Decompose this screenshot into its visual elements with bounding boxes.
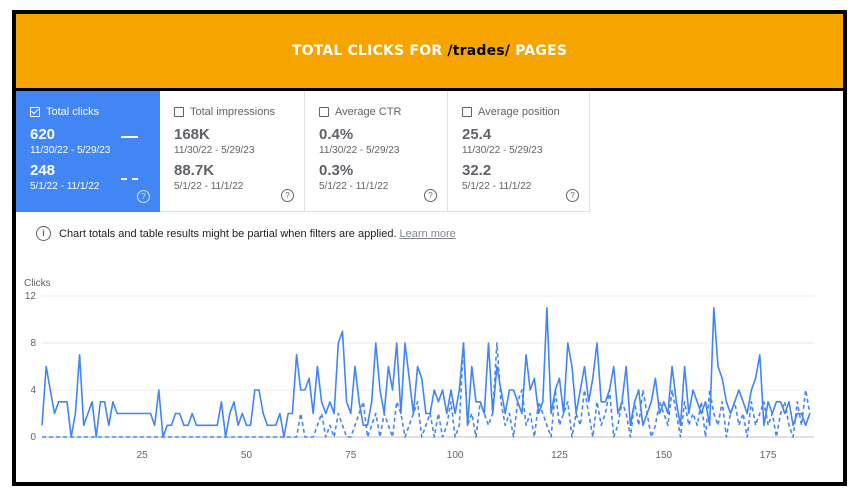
y-tick-label: 8 [30, 338, 36, 349]
metric-card-average-position[interactable]: Average position 25.4 11/30/22 - 5/29/23… [448, 91, 590, 212]
help-icon[interactable]: ? [566, 189, 579, 202]
screenshot-frame: TOTAL CLICKS FOR /trades/ PAGES Total cl… [12, 10, 847, 486]
metric-range-previous: 5/1/22 - 11/1/22 [462, 181, 532, 192]
metric-value-current: 25.4 [462, 126, 492, 143]
metric-value-current: 620 [30, 126, 56, 143]
metric-value-previous: 0.3% [319, 162, 354, 179]
help-icon[interactable]: ? [424, 189, 437, 202]
metric-range-current: 11/30/22 - 5/29/23 [30, 145, 111, 156]
metric-card-total-clicks[interactable]: Total clicks 620 11/30/22 - 5/29/23 248 … [16, 91, 160, 212]
metric-label: Total impressions [190, 106, 275, 118]
x-tick-label: 75 [345, 450, 357, 461]
x-tick-label: 175 [760, 450, 777, 461]
metric-label: Total clicks [46, 106, 100, 118]
banner-title: TOTAL CLICKS FOR /trades/ PAGES [291, 43, 568, 59]
metric-value-previous: 32.2 [462, 162, 492, 179]
y-tick-label: 4 [30, 385, 36, 396]
help-icon[interactable]: ? [281, 189, 294, 202]
x-tick-label: 150 [655, 450, 672, 461]
metric-label: Average CTR [335, 106, 402, 118]
banner-path-highlight: /trades/ [447, 43, 511, 59]
x-tick-label: 125 [551, 450, 568, 461]
x-tick-label: 25 [137, 450, 149, 461]
metric-range-previous: 5/1/22 - 11/1/22 [30, 181, 100, 192]
y-tick-label: 0 [30, 432, 36, 443]
help-icon[interactable]: ? [137, 190, 150, 203]
metric-range-previous: 5/1/22 - 11/1/22 [319, 181, 389, 192]
info-text: Chart totals and table results might be … [59, 227, 397, 240]
metric-range-current: 11/30/22 - 5/29/23 [174, 145, 255, 156]
metric-value-current: 0.4% [319, 126, 354, 143]
checkbox-unchecked-icon[interactable] [462, 107, 472, 117]
metric-value-previous: 88.7K [174, 162, 215, 179]
metric-label: Average position [478, 106, 560, 118]
x-tick-label: 50 [241, 450, 253, 461]
checkbox-checked-icon[interactable] [30, 106, 40, 117]
metric-value-previous: 248 [30, 162, 56, 179]
dashed-line-legend-icon [121, 178, 138, 180]
y-tick-label: 12 [25, 291, 37, 302]
metric-range-current: 11/30/22 - 5/29/23 [462, 145, 543, 156]
x-tick-label: 100 [447, 450, 464, 461]
checkbox-unchecked-icon[interactable] [174, 107, 184, 117]
metric-card-average-ctr[interactable]: Average CTR 0.4% 11/30/22 - 5/29/23 0.3%… [305, 91, 448, 212]
series-line-previous-period [42, 342, 811, 438]
checkbox-unchecked-icon[interactable] [319, 107, 329, 117]
clicks-line-chart: Clicks 0 4 8 12 25 50 75 100 125 150 175 [24, 278, 814, 461]
learn-more-link[interactable]: Learn more [399, 227, 456, 240]
metric-range-previous: 5/1/22 - 11/1/22 [174, 181, 244, 192]
metric-card-total-impressions[interactable]: Total impressions 168K 11/30/22 - 5/29/2… [160, 91, 305, 212]
metric-value-current: 168K [174, 126, 210, 143]
filter-info-notice: i Chart totals and table results might b… [36, 226, 456, 241]
y-axis-label: Clicks [24, 278, 51, 289]
solid-line-legend-icon [121, 136, 138, 138]
series-line-current-period [41, 306, 811, 438]
info-icon: i [36, 226, 51, 241]
metric-range-current: 11/30/22 - 5/29/23 [319, 145, 400, 156]
title-banner: TOTAL CLICKS FOR /trades/ PAGES [16, 14, 843, 91]
